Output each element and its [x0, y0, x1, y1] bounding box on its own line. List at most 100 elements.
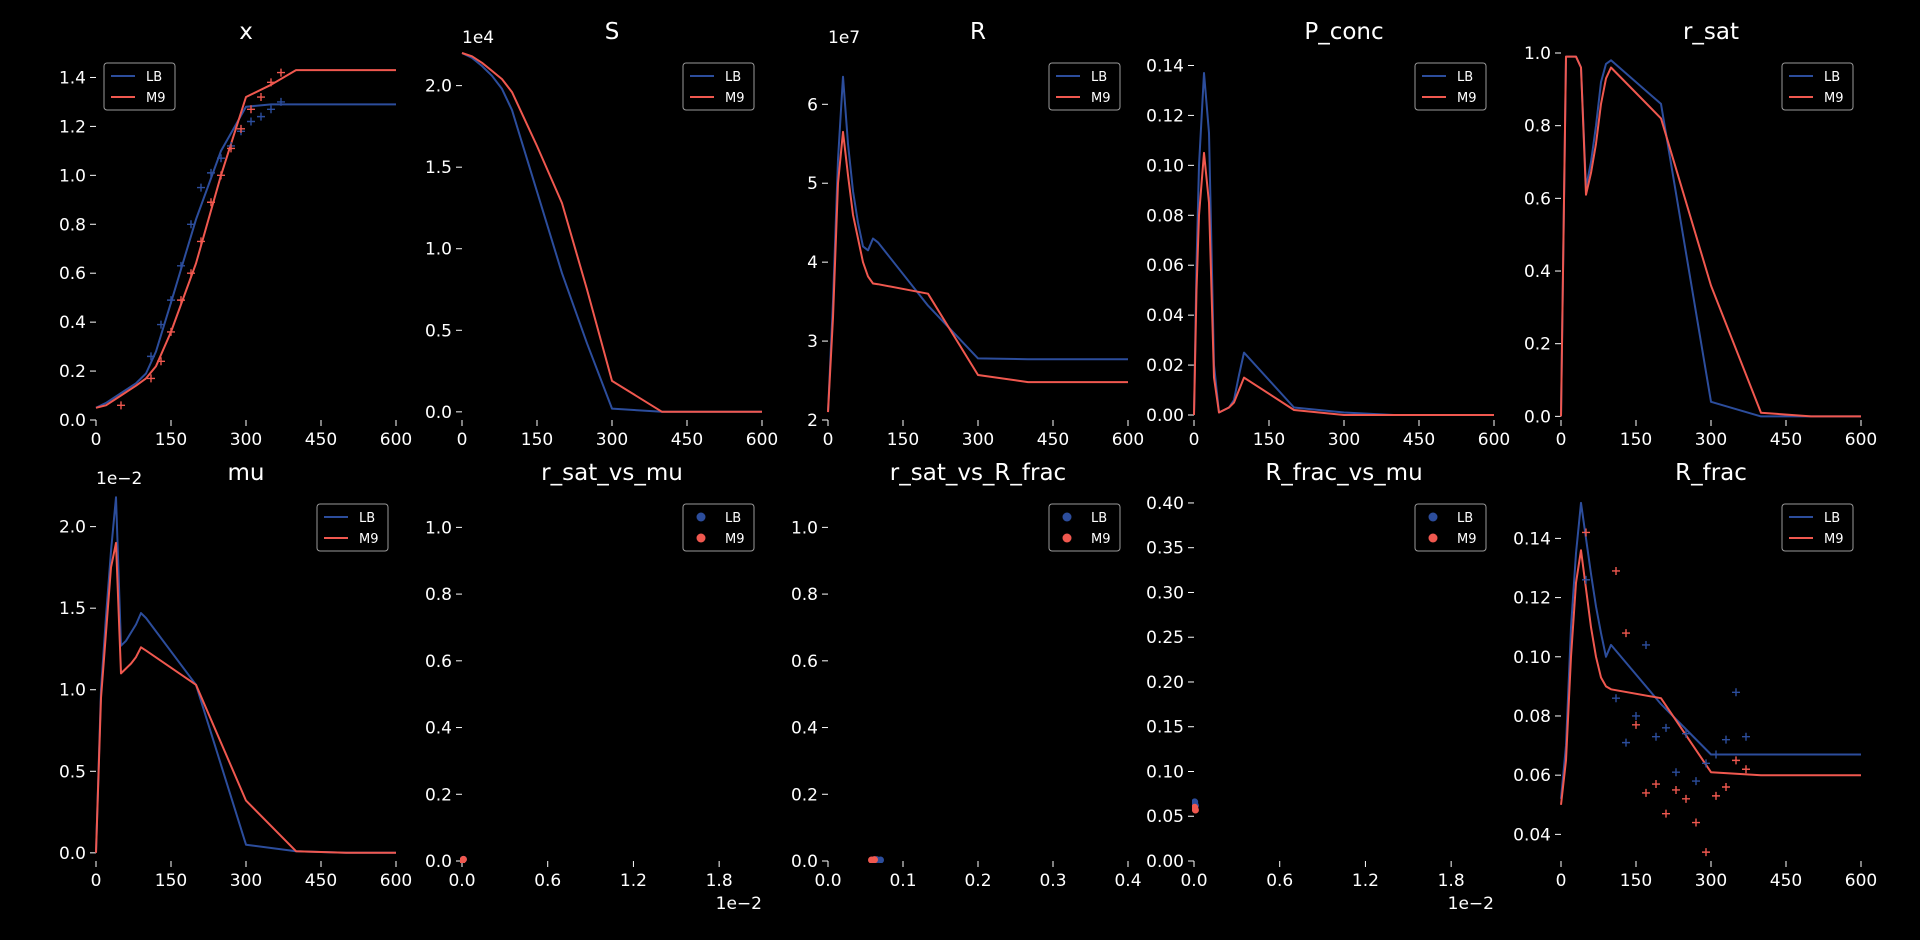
data-point-M9: [1612, 566, 1620, 575]
legend: LB M9: [1414, 62, 1487, 111]
x-tick-label: 0: [91, 871, 102, 891]
y-tick-label: 2.0: [425, 77, 452, 97]
legend-marker-LB: [1428, 512, 1438, 522]
data-point-M9: [1712, 791, 1720, 800]
plot-data: [1560, 501, 1861, 857]
legend-label-M9: M9: [1091, 91, 1111, 106]
x-tick-label: 600: [380, 871, 412, 891]
plot-data: [1192, 798, 1199, 814]
chart-title: mu: [228, 460, 265, 486]
data-point-LB: [1582, 575, 1590, 584]
legend: LB M9: [1781, 62, 1854, 111]
data-point-LB: [267, 105, 275, 114]
data-point-M9: [157, 357, 165, 366]
data-point-LB: [1632, 711, 1640, 720]
legend-label-LB: LB: [146, 70, 162, 85]
chart-r_sat: r_sat 0.0 0.2 0.4 0.6 0.8 1.0 0 150 300 450 600 LB M9: [1524, 19, 1877, 450]
x-tick-label: 1.2: [620, 871, 647, 891]
chart-R: R 2 3 4 5 6 0 150 300 450 600 1e7 LB M9: [807, 19, 1144, 450]
data-point-LB: [1692, 777, 1700, 786]
data-point-M9: [1642, 788, 1650, 797]
x-tick-label: 150: [1253, 430, 1285, 450]
chart-title: r_sat_vs_mu: [541, 460, 683, 486]
data-point-LB: [1742, 732, 1750, 741]
x-tick-label: 1.8: [706, 871, 733, 891]
y-tick-label: 0.6: [791, 652, 818, 672]
y-tick-label: 1.4: [59, 68, 86, 88]
y-tick-label: 1.2: [59, 117, 86, 137]
data-point-LB: [147, 352, 155, 361]
y-tick-label: 0.6: [1524, 189, 1551, 209]
y-tick-label: 2: [807, 411, 818, 431]
y-tick-label: 0.06: [1146, 256, 1184, 276]
plot-data: [461, 52, 762, 413]
data-point-LB: [1652, 732, 1660, 741]
data-point-LB: [1612, 694, 1620, 703]
y-tick-label: 0.35: [1146, 539, 1184, 559]
data-dot-M9: [460, 855, 467, 863]
series-line-M9: [461, 52, 762, 413]
y-tick-label: 1.0: [425, 518, 452, 538]
legend-label-M9: M9: [1457, 532, 1477, 547]
x-tick-label: 0: [823, 430, 834, 450]
chart-P_conc: P_conc 0.00 0.02 0.04 0.06 0.08 0.10 0.12 0.14 0 1…: [1146, 19, 1510, 450]
x-tick-label: 450: [1770, 871, 1802, 891]
y-tick-label: 0.08: [1513, 707, 1551, 727]
data-point-LB: [1732, 688, 1740, 697]
x-tick-label: 0: [1556, 430, 1567, 450]
plot-data: [1560, 55, 1861, 418]
y-tick-label: 0.4: [425, 719, 452, 739]
chart-title: r_sat_vs_R_frac: [890, 460, 1066, 486]
y-tick-label: 0.5: [59, 762, 86, 782]
y-tick-label: 0.04: [1513, 825, 1551, 845]
data-point-M9: [1622, 629, 1630, 638]
legend-box: [1781, 503, 1854, 552]
x-tick-label: 600: [1845, 871, 1877, 891]
chart-S: S 0.0 0.5 1.0 1.5 2.0 0 150 300 450 600 1e4 LB M9: [425, 19, 778, 450]
x-tick-label: 0: [1556, 871, 1567, 891]
y-tick-label: 0.02: [1146, 356, 1184, 376]
data-point-M9: [147, 374, 155, 383]
x-tick-label: 300: [1695, 430, 1727, 450]
chart-x: x 0.0 0.2 0.4 0.6 0.8 1.0 1.2 1.4 0 150 300 450 600 LB…: [59, 19, 412, 450]
y-tick-label: 0.0: [1524, 407, 1551, 427]
plot-data: [95, 496, 396, 854]
x-tick-label: 300: [596, 430, 628, 450]
x-tick-label: 0: [91, 430, 102, 450]
data-point-M9: [267, 78, 275, 87]
legend-label-LB: LB: [1457, 511, 1473, 526]
x-tick-label: 450: [1037, 430, 1069, 450]
data-point-LB: [1662, 723, 1670, 732]
legend-label-LB: LB: [725, 70, 741, 85]
y-tick-label: 0.04: [1146, 306, 1184, 326]
x-tick-label: 450: [305, 871, 337, 891]
legend-label-M9: M9: [1091, 532, 1111, 547]
data-point-M9: [227, 144, 235, 153]
x-tick-label: 1.8: [1438, 871, 1465, 891]
x-tick-label: 150: [887, 430, 919, 450]
chart-mu: mu 0.0 0.5 1.0 1.5 2.0 0 150 300 450 600 1e−2 LB M9: [59, 460, 412, 891]
y-tick-label: 1.0: [791, 518, 818, 538]
data-point-M9: [277, 68, 285, 77]
y-tick-label: 0.00: [1146, 406, 1184, 426]
data-point-M9: [1672, 785, 1680, 794]
y-tick-label: 6: [807, 95, 818, 115]
data-point-LB: [1682, 729, 1690, 738]
data-point-M9: [207, 198, 215, 207]
y-tick-label: 0.30: [1146, 583, 1184, 603]
x-tick-label: 450: [1770, 430, 1802, 450]
y-tick-label: 0.10: [1146, 762, 1184, 782]
chart-title: R_frac_vs_mu: [1265, 460, 1422, 486]
data-point-LB: [197, 183, 205, 192]
y-tick-label: 0.4: [1524, 262, 1551, 282]
y-tick-label: 1.0: [1524, 44, 1551, 64]
legend-label-LB: LB: [1091, 511, 1107, 526]
x-tick-label: 300: [1695, 871, 1727, 891]
data-point-LB: [177, 261, 185, 270]
y-tick-label: 0.12: [1146, 106, 1184, 126]
x-tick-label: 450: [305, 430, 337, 450]
data-point-LB: [1622, 738, 1630, 747]
y-tick-label: 0.14: [1146, 56, 1184, 76]
y-tick-label: 0.8: [1524, 117, 1551, 137]
